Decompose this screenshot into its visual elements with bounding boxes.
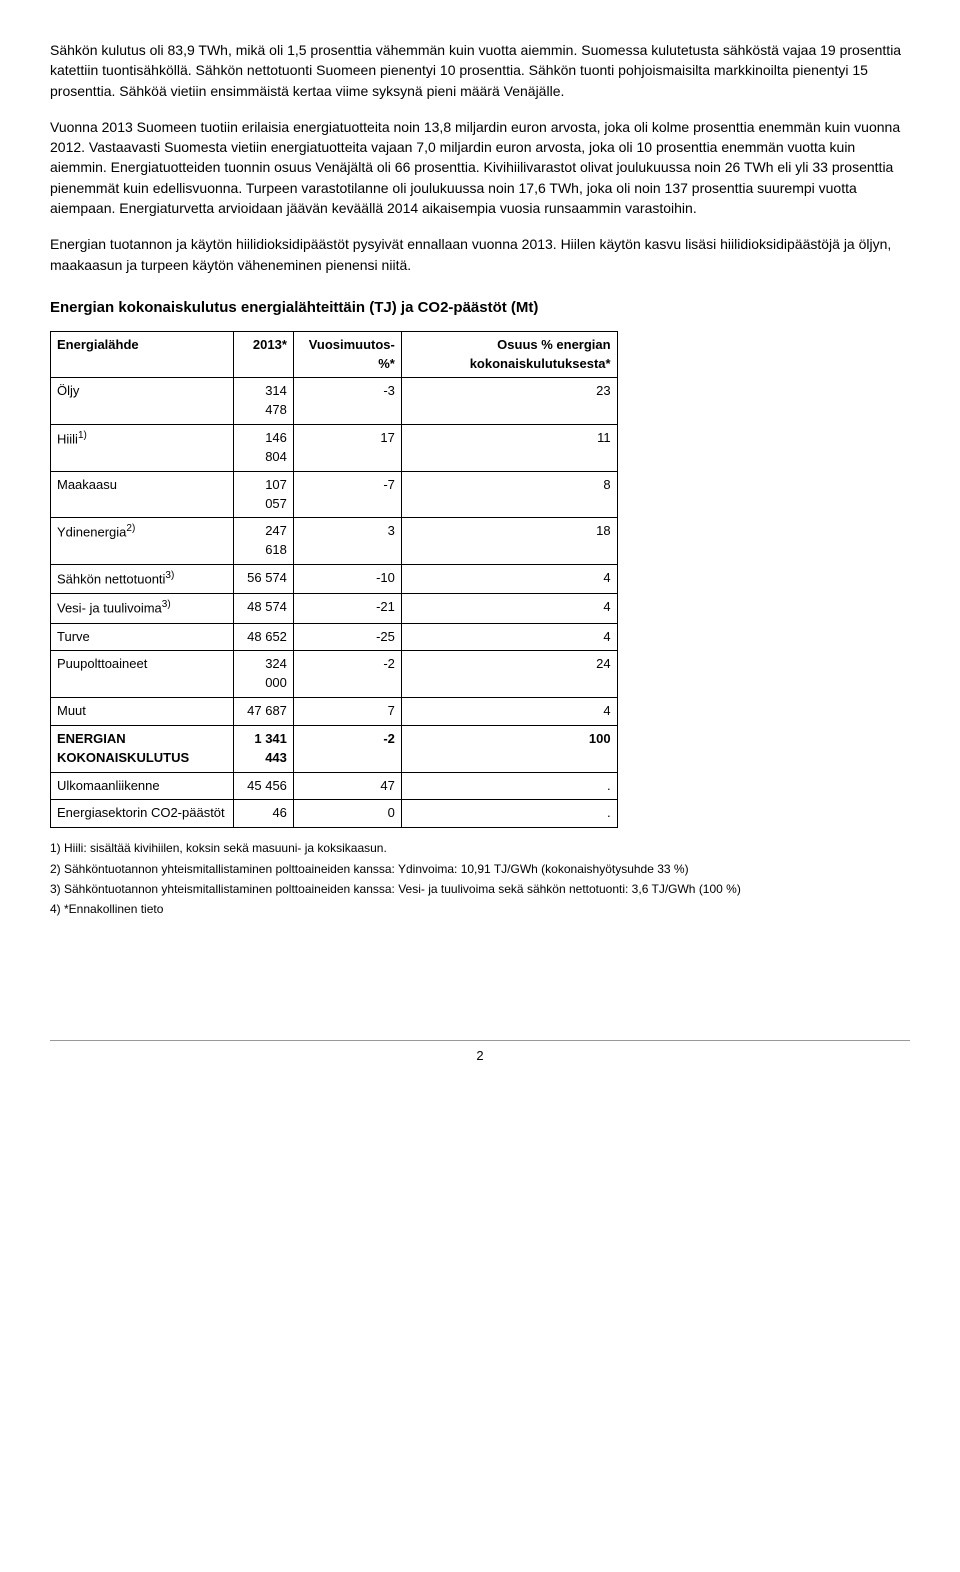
table-row: Muut47 68774	[51, 698, 618, 726]
row-value: 1 341 443	[234, 725, 294, 772]
footnote-3: 3) Sähköntuotannon yhteismitallistaminen…	[50, 879, 910, 899]
page-number: 2	[50, 1040, 910, 1066]
row-value: 100	[401, 725, 617, 772]
row-label: Ulkomaanliikenne	[51, 772, 234, 800]
row-value: 23	[401, 378, 617, 425]
table-row: Ulkomaanliikenne45 45647.	[51, 772, 618, 800]
table-row: ENERGIAN KOKONAISKULUTUS1 341 443-2100	[51, 725, 618, 772]
table-row: Energiasektorin CO2-päästöt460.	[51, 800, 618, 828]
row-value: -3	[293, 378, 401, 425]
table-header-2013: 2013*	[234, 331, 294, 378]
row-value: .	[401, 800, 617, 828]
row-value: 18	[401, 518, 617, 565]
row-value: 11	[401, 425, 617, 472]
row-label: Öljy	[51, 378, 234, 425]
footnote-4: 4) *Ennakollinen tieto	[50, 899, 910, 919]
table-header-source: Energialähde	[51, 331, 234, 378]
row-value: -21	[293, 594, 401, 623]
row-superscript: 2)	[126, 523, 135, 534]
table-header-share: Osuus % energian kokonaiskulutuksesta*	[401, 331, 617, 378]
row-value: 46	[234, 800, 294, 828]
row-value: 7	[293, 698, 401, 726]
row-value: 4	[401, 594, 617, 623]
row-superscript: 3)	[162, 599, 171, 610]
paragraph-3: Energian tuotannon ja käytön hiilidioksi…	[50, 234, 910, 275]
row-value: -2	[293, 651, 401, 698]
row-value: 107 057	[234, 471, 294, 518]
row-value: .	[401, 772, 617, 800]
row-value: 3	[293, 518, 401, 565]
row-value: 324 000	[234, 651, 294, 698]
row-value: 146 804	[234, 425, 294, 472]
table-title: Energian kokonaiskulutus energialähteitt…	[50, 297, 910, 319]
row-value: 8	[401, 471, 617, 518]
table-row: Öljy314 478-323	[51, 378, 618, 425]
table-row: Vesi- ja tuulivoima3)48 574-214	[51, 594, 618, 623]
row-label: Ydinenergia2)	[51, 518, 234, 565]
row-value: 4	[401, 623, 617, 651]
row-label: Hiili1)	[51, 425, 234, 472]
row-label: Puupolttoaineet	[51, 651, 234, 698]
table-row: Ydinenergia2)247 618318	[51, 518, 618, 565]
table-header-change: Vuosimuutos-%*	[293, 331, 401, 378]
row-value: -2	[293, 725, 401, 772]
row-value: -25	[293, 623, 401, 651]
row-label: Energiasektorin CO2-päästöt	[51, 800, 234, 828]
table-row: Turve48 652-254	[51, 623, 618, 651]
row-label: Muut	[51, 698, 234, 726]
row-label: ENERGIAN KOKONAISKULUTUS	[51, 725, 234, 772]
row-value: 0	[293, 800, 401, 828]
row-value: 47 687	[234, 698, 294, 726]
row-value: 48 574	[234, 594, 294, 623]
row-value: 56 574	[234, 565, 294, 594]
row-value: -10	[293, 565, 401, 594]
footnote-1: 1) Hiili: sisältää kivihiilen, koksin se…	[50, 838, 910, 858]
paragraph-1: Sähkön kulutus oli 83,9 TWh, mikä oli 1,…	[50, 40, 910, 101]
footnote-2: 2) Sähköntuotannon yhteismitallistaminen…	[50, 859, 910, 879]
table-row: Hiili1)146 8041711	[51, 425, 618, 472]
table-row: Puupolttoaineet324 000-224	[51, 651, 618, 698]
row-label: Sähkön nettotuonti3)	[51, 565, 234, 594]
row-label: Turve	[51, 623, 234, 651]
row-superscript: 1)	[78, 430, 87, 441]
row-value: 4	[401, 698, 617, 726]
row-value: 247 618	[234, 518, 294, 565]
row-value: -7	[293, 471, 401, 518]
energy-table: Energialähde 2013* Vuosimuutos-%* Osuus …	[50, 331, 618, 829]
row-label: Vesi- ja tuulivoima3)	[51, 594, 234, 623]
row-label: Maakaasu	[51, 471, 234, 518]
row-superscript: 3)	[165, 570, 174, 581]
row-value: 4	[401, 565, 617, 594]
row-value: 45 456	[234, 772, 294, 800]
footnotes: 1) Hiili: sisältää kivihiilen, koksin se…	[50, 838, 910, 920]
row-value: 48 652	[234, 623, 294, 651]
table-row: Maakaasu107 057-78	[51, 471, 618, 518]
table-row: Sähkön nettotuonti3)56 574-104	[51, 565, 618, 594]
row-value: 24	[401, 651, 617, 698]
paragraph-2: Vuonna 2013 Suomeen tuotiin erilaisia en…	[50, 117, 910, 218]
row-value: 17	[293, 425, 401, 472]
row-value: 47	[293, 772, 401, 800]
row-value: 314 478	[234, 378, 294, 425]
